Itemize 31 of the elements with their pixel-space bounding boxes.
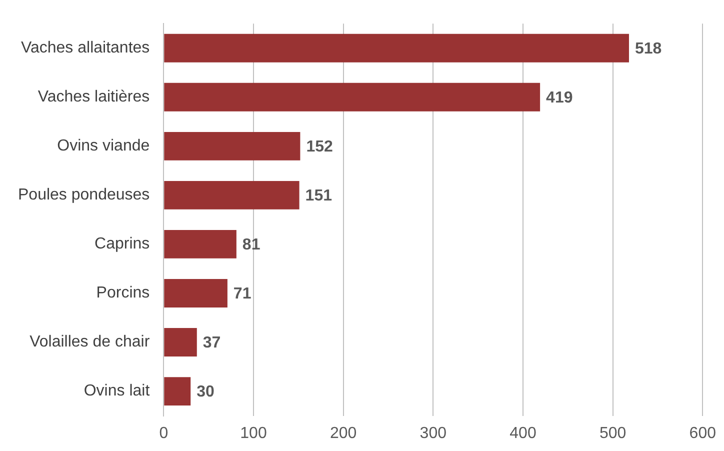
data-label: 30 xyxy=(196,384,215,401)
data-label: 151 xyxy=(305,188,332,205)
y-tick-label: Caprins xyxy=(94,236,150,253)
bar xyxy=(164,279,228,308)
data-label: 152 xyxy=(306,138,333,156)
bar xyxy=(164,132,300,160)
x-tick-label: 200 xyxy=(330,424,357,442)
y-tick-label: Volailles de chair xyxy=(30,334,150,351)
y-tick-label: Ovins viande xyxy=(57,138,150,155)
y-tick-label: Vaches laitières xyxy=(38,88,150,106)
bar xyxy=(164,34,629,62)
data-label: 81 xyxy=(242,236,260,254)
x-tick-label: 0 xyxy=(159,424,168,442)
bar xyxy=(164,377,191,406)
x-tick-label: 600 xyxy=(689,424,716,442)
data-label: 419 xyxy=(546,90,573,107)
x-tick-label: 500 xyxy=(599,424,626,442)
x-tick-label: 100 xyxy=(240,424,267,442)
y-tick-label: Poules pondeuses xyxy=(18,186,150,204)
bar xyxy=(164,230,236,258)
y-tick-label: Ovins lait xyxy=(84,382,150,400)
bar xyxy=(164,82,540,112)
x-tick-label: 300 xyxy=(420,424,447,442)
bar xyxy=(164,180,300,210)
y-tick-label: Vaches allaitantes xyxy=(20,40,150,57)
data-label: 71 xyxy=(233,286,252,303)
x-tick-label: 400 xyxy=(510,424,536,442)
data-label: 37 xyxy=(202,334,221,352)
bar xyxy=(164,328,197,356)
data-label: 518 xyxy=(634,40,662,58)
y-tick-label: Porcins xyxy=(96,284,150,302)
